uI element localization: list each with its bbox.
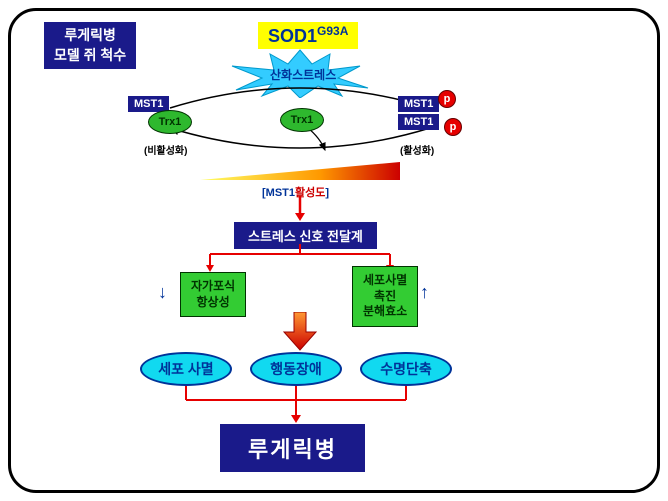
right-p1: p	[438, 90, 456, 108]
right-p2: p	[444, 118, 462, 136]
big-arrow-down	[282, 312, 318, 352]
gradient-triangle	[200, 162, 400, 184]
header-label: SOD1G93A	[258, 22, 358, 49]
gradient-pre: [MST1	[262, 187, 295, 199]
left-green-box: 자가포식 항상성	[180, 272, 246, 317]
down-arrow-icon: ↓	[158, 282, 167, 303]
header-sup: G93A	[317, 24, 348, 38]
merge-lines	[160, 386, 440, 426]
center-trx-oval: Trx1	[280, 108, 324, 132]
title-box: 루게릭병 모델 쥐 척수	[44, 22, 136, 69]
up-arrow-icon: ↑	[420, 282, 429, 303]
left-trx-oval: Trx1	[148, 110, 192, 134]
outcome-b: 행동장애	[250, 352, 342, 386]
right-mst2: MST1	[398, 114, 439, 130]
left-note: (비활성화)	[144, 142, 187, 157]
right-note: (활성화)	[400, 142, 434, 157]
outcome-a: 세포 사멸	[140, 352, 232, 386]
right-mst1: MST1	[398, 96, 439, 112]
arrow-to-stress	[294, 196, 306, 222]
right-green-box: 세포사멸 촉진 분해효소	[352, 266, 418, 327]
header-text: SOD1	[268, 26, 317, 46]
gradient-post: ]	[325, 187, 329, 199]
outcome-c: 수명단축	[360, 352, 452, 386]
final-box: 루게릭병	[220, 424, 365, 472]
